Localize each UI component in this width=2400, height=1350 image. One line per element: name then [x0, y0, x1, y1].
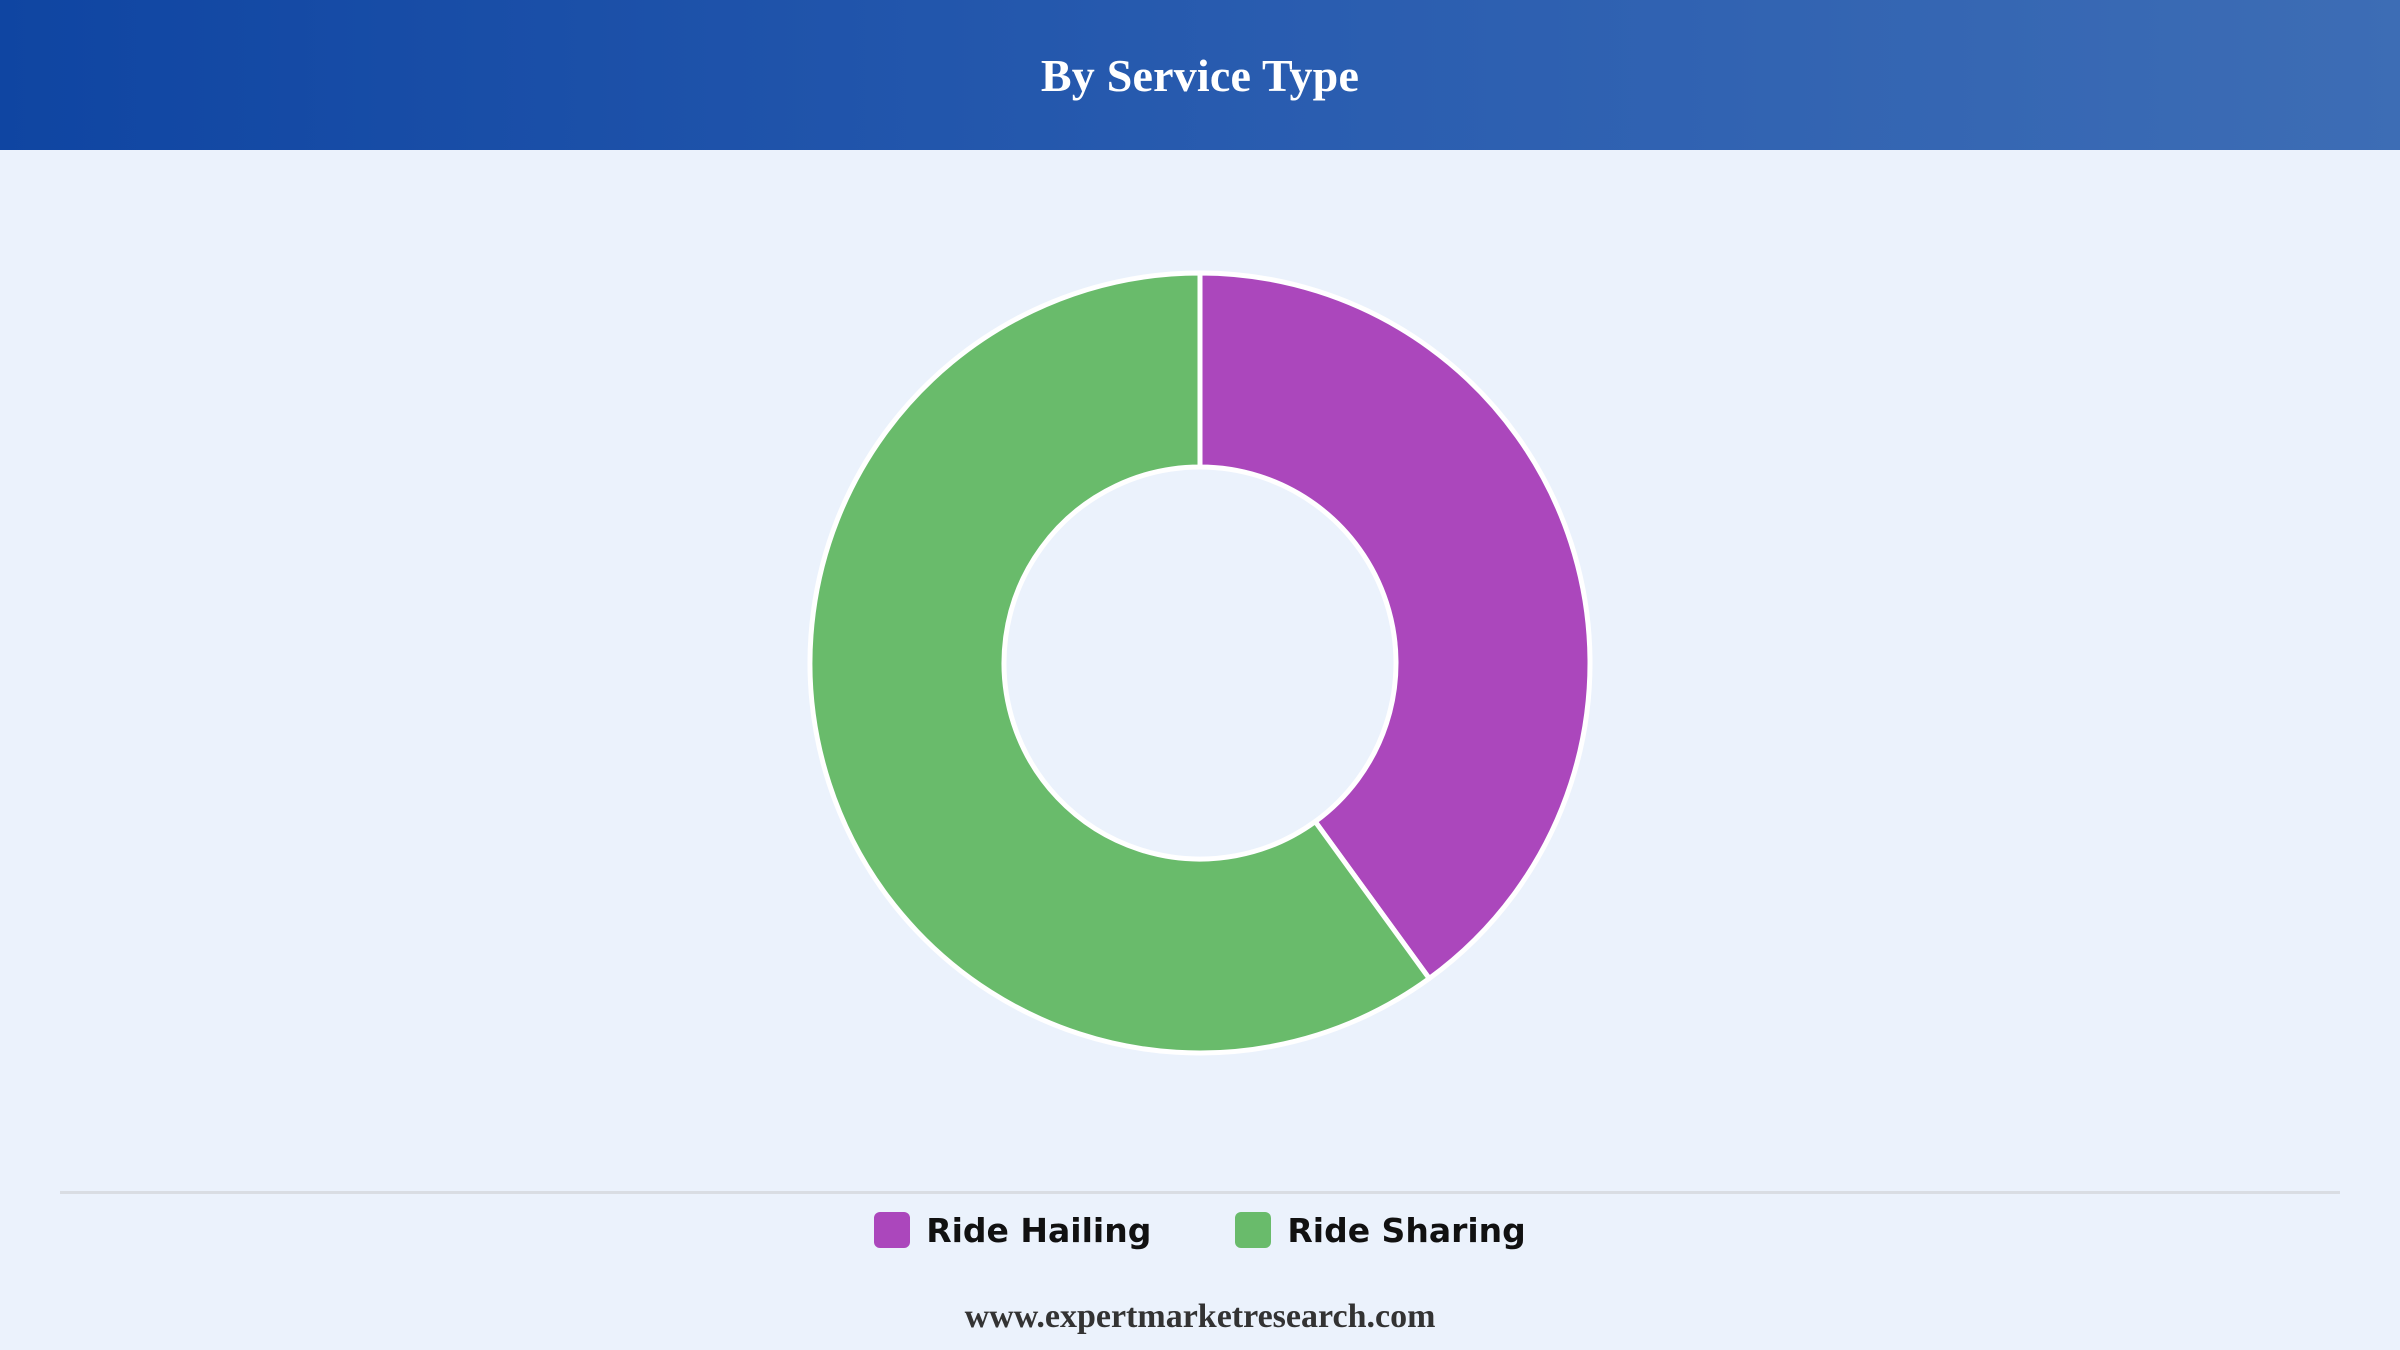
- donut-slice-ride-hailing[interactable]: [1197, 270, 1593, 982]
- legend-item-ride-sharing[interactable]: Ride Sharing: [1235, 1210, 1526, 1250]
- legend-swatch-ride-hailing: [874, 1212, 911, 1248]
- donut-slice-ride-sharing[interactable]: [807, 270, 1432, 1056]
- legend-label-ride-hailing: Ride Hailing: [926, 1210, 1152, 1250]
- legend-divider: [60, 1191, 2340, 1194]
- source-footer: www.expertmarketresearch.com: [964, 1298, 1436, 1335]
- legend-label-ride-sharing: Ride Sharing: [1287, 1210, 1526, 1250]
- chart-header: By Service Type: [0, 0, 2400, 150]
- chart-legend: Ride Hailing Ride Sharing: [0, 1206, 2400, 1254]
- legend-swatch-ride-sharing: [1235, 1212, 1272, 1248]
- legend-item-ride-hailing[interactable]: Ride Hailing: [874, 1211, 1151, 1250]
- chart-title: By Service Type: [1040, 49, 1360, 101]
